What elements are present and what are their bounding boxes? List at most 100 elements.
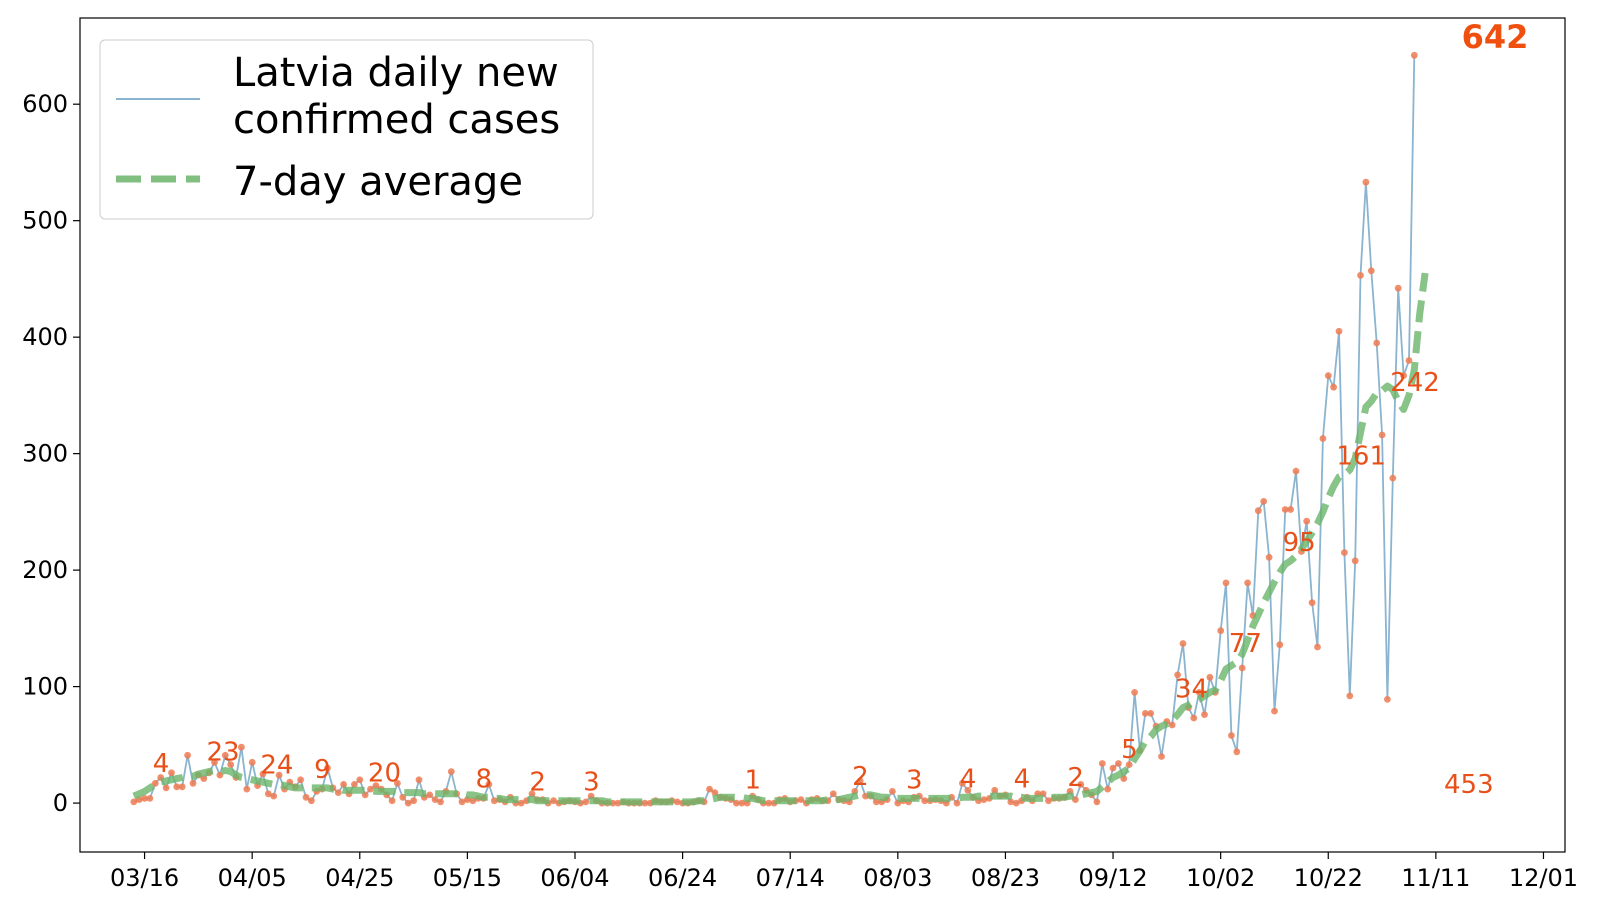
daily-case-point [991, 786, 999, 794]
daily-case-point [431, 796, 439, 803]
daily-case-point [1384, 696, 1391, 703]
daily-case-point [1303, 517, 1311, 525]
value-annotation: 242 [1390, 368, 1440, 398]
daily-case-point [1244, 579, 1251, 587]
daily-case-point [485, 781, 493, 788]
value-annotation: 4 [153, 749, 170, 779]
daily-case-point [1276, 641, 1284, 649]
value-annotation: 5 [1121, 735, 1138, 765]
daily-case-point [1319, 435, 1327, 442]
axes: 0 100 200 300 400 500 600 03/16 04/05 04/25 05/15 0… [22, 17, 1578, 892]
x-tick-label: 10/22 [1294, 864, 1363, 892]
daily-case-point [151, 779, 159, 787]
daily-case-point [765, 799, 773, 807]
daily-case-point [1400, 372, 1407, 379]
legend-daily-label-line2: confirmed cases [233, 97, 560, 143]
daily-case-point [1254, 507, 1262, 515]
legend-daily-label-line1: Latvia daily new [233, 50, 559, 96]
daily-case-point [1324, 372, 1332, 379]
x-tick-label: 06/24 [648, 864, 717, 892]
value-annotation: 24 [260, 750, 293, 780]
daily-case-point [1147, 710, 1155, 717]
legend-box [99, 39, 594, 220]
daily-case-point [1120, 775, 1128, 782]
daily-case-point [1158, 753, 1165, 760]
value-annotation: 20 [368, 758, 401, 788]
daily-case-point [227, 761, 235, 768]
daily-case-point [130, 798, 138, 806]
daily-case-point [1141, 710, 1149, 717]
daily-case-point [1378, 431, 1386, 439]
legend: Latvia daily new confirmed cases 7-day a… [99, 39, 594, 220]
value-annotation: 77 [1229, 629, 1262, 659]
value-annotation: 34 [1175, 675, 1208, 705]
daily-case-point [1362, 178, 1370, 186]
daily-case-point [1093, 798, 1101, 806]
daily-case-point [1405, 357, 1413, 364]
daily-case-point [162, 784, 170, 792]
x-tick-label: 10/02 [1186, 864, 1255, 892]
daily-case-point [1314, 643, 1321, 651]
daily-case-point [458, 798, 466, 806]
daily-case-point [221, 751, 229, 759]
value-annotation: 9 [314, 755, 331, 785]
y-tick-label: 400 [22, 323, 68, 351]
legend-average-label: 7-day average [233, 159, 523, 205]
daily-case-point [1292, 467, 1300, 475]
plot-area [130, 51, 1429, 807]
daily-case-point [1351, 557, 1359, 565]
daily-case-point [1341, 549, 1348, 556]
daily-case-point [1389, 474, 1397, 482]
daily-case-point [921, 797, 929, 805]
daily-case-point [394, 779, 401, 787]
daily-case-point [367, 785, 374, 793]
value-annotation: 3 [583, 768, 600, 798]
daily-case-point [259, 770, 267, 778]
daily-case-point [168, 769, 175, 777]
daily-case-point [1104, 785, 1112, 793]
x-tick-label: 04/05 [218, 864, 287, 892]
daily-case-point [308, 797, 315, 805]
value-annotation: 4 [960, 764, 977, 794]
x-tick-label: 08/23 [971, 864, 1040, 892]
daily-case-point [469, 797, 477, 805]
value-annotation: 95 [1283, 528, 1316, 558]
daily-case-point [141, 795, 149, 802]
daily-case-point [1217, 627, 1225, 635]
daily-case-point [340, 781, 347, 788]
daily-case-point [959, 779, 966, 787]
daily-case-point [1367, 267, 1375, 275]
daily-case-point [889, 788, 896, 795]
daily-case-point [673, 798, 681, 806]
daily-case-point [264, 790, 272, 798]
y-tick-label: 200 [22, 556, 68, 584]
daily-case-point [351, 781, 358, 788]
value-annotation: 8 [476, 764, 493, 794]
daily-case-point [270, 792, 278, 800]
daily-case-point [1410, 51, 1418, 59]
daily-case-point [410, 797, 417, 805]
daily-case-point [404, 799, 412, 807]
daily-case-point [1131, 689, 1138, 696]
value-annotation: 2 [1067, 763, 1084, 793]
value-annotation: 23 [207, 738, 240, 768]
daily-case-point [324, 764, 331, 772]
daily-case-point [490, 797, 498, 805]
daily-case-point [517, 799, 525, 807]
daily-case-point [1012, 799, 1020, 807]
x-tick-label: 06/04 [540, 864, 609, 892]
daily-case-point [738, 799, 746, 807]
daily-case-point [1228, 732, 1235, 739]
daily-case-point [1195, 689, 1203, 696]
daily-case-point [216, 771, 224, 779]
daily-case-point [872, 798, 880, 806]
daily-case-point [1373, 339, 1381, 347]
daily-case-point [641, 799, 649, 807]
daily-case-point [297, 776, 304, 784]
daily-case-point [388, 797, 396, 805]
daily-case-point [1168, 721, 1176, 729]
daily-case-point [356, 776, 364, 784]
daily-case-point [1115, 760, 1122, 767]
daily-case-point [1271, 707, 1278, 715]
